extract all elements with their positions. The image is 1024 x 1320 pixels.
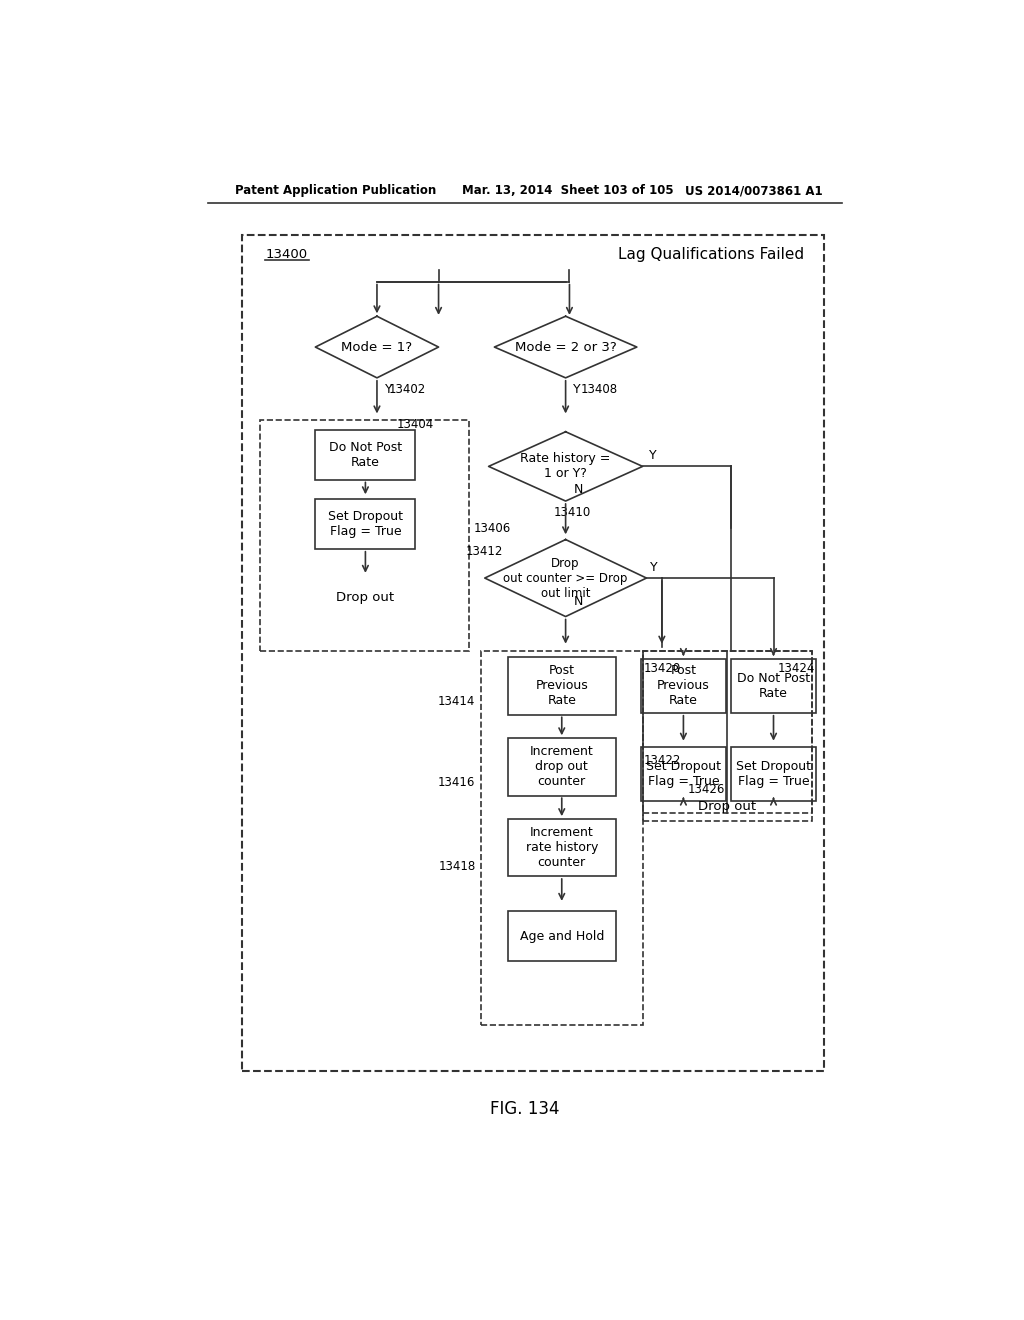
- Text: Patent Application Publication: Patent Application Publication: [234, 185, 436, 197]
- Text: 13402: 13402: [388, 383, 426, 396]
- Text: FIG. 134: FIG. 134: [490, 1101, 559, 1118]
- Bar: [315, 499, 416, 549]
- Text: Rate history =
1 or Y?: Rate history = 1 or Y?: [520, 453, 610, 480]
- Bar: [508, 818, 615, 876]
- Text: US 2014/0073861 A1: US 2014/0073861 A1: [685, 185, 822, 197]
- Bar: [641, 747, 726, 801]
- Text: N: N: [573, 594, 583, 607]
- Text: Y: Y: [385, 383, 392, 396]
- Text: 13420: 13420: [644, 661, 681, 675]
- Text: 13412: 13412: [466, 545, 503, 557]
- Text: Y: Y: [573, 383, 581, 396]
- Text: Increment
drop out
counter: Increment drop out counter: [529, 746, 594, 788]
- Text: 13416: 13416: [438, 776, 475, 788]
- Bar: [315, 430, 416, 480]
- Bar: [481, 651, 643, 1024]
- Text: Set Dropout
Flag = True: Set Dropout Flag = True: [328, 510, 402, 539]
- Bar: [260, 420, 469, 651]
- Text: Set Dropout
Flag = True: Set Dropout Flag = True: [736, 760, 811, 788]
- Text: Drop out: Drop out: [698, 800, 757, 813]
- Text: Post
Previous
Rate: Post Previous Rate: [657, 664, 710, 708]
- Text: 13422: 13422: [644, 754, 682, 767]
- Text: 13410: 13410: [554, 506, 591, 519]
- Bar: [641, 659, 726, 713]
- Text: 13424: 13424: [777, 661, 815, 675]
- Text: 13408: 13408: [581, 383, 618, 396]
- Text: Do Not Post
Rate: Do Not Post Rate: [329, 441, 402, 469]
- Text: Drop out: Drop out: [336, 591, 394, 603]
- Bar: [508, 657, 615, 714]
- Text: 13426: 13426: [687, 783, 725, 796]
- Text: 13406: 13406: [473, 521, 510, 535]
- Text: Y: Y: [650, 561, 658, 574]
- Text: 13414: 13414: [438, 694, 475, 708]
- Bar: [731, 659, 816, 713]
- Text: Age and Hold: Age and Hold: [519, 929, 604, 942]
- Text: Drop
out counter >= Drop
out limit: Drop out counter >= Drop out limit: [504, 557, 628, 599]
- Bar: [508, 911, 615, 961]
- Text: 13404: 13404: [396, 417, 433, 430]
- Bar: [508, 738, 615, 796]
- Text: 13400: 13400: [265, 248, 307, 261]
- Bar: [731, 747, 816, 801]
- Bar: [243, 235, 823, 1071]
- Text: Y: Y: [649, 449, 656, 462]
- Text: Mode = 2 or 3?: Mode = 2 or 3?: [515, 341, 616, 354]
- Text: Increment
rate history
counter: Increment rate history counter: [525, 826, 598, 869]
- Text: Do Not Post
Rate: Do Not Post Rate: [737, 672, 810, 700]
- Bar: [643, 651, 812, 813]
- Text: Lag Qualifications Failed: Lag Qualifications Failed: [618, 247, 804, 263]
- Bar: [643, 651, 812, 821]
- Text: Set Dropout
Flag = True: Set Dropout Flag = True: [646, 760, 721, 788]
- Text: Mar. 13, 2014  Sheet 103 of 105: Mar. 13, 2014 Sheet 103 of 105: [462, 185, 674, 197]
- Text: Mode = 1?: Mode = 1?: [341, 341, 413, 354]
- Text: N: N: [573, 483, 583, 496]
- Text: Post
Previous
Rate: Post Previous Rate: [536, 664, 588, 708]
- Text: 13418: 13418: [438, 861, 475, 874]
